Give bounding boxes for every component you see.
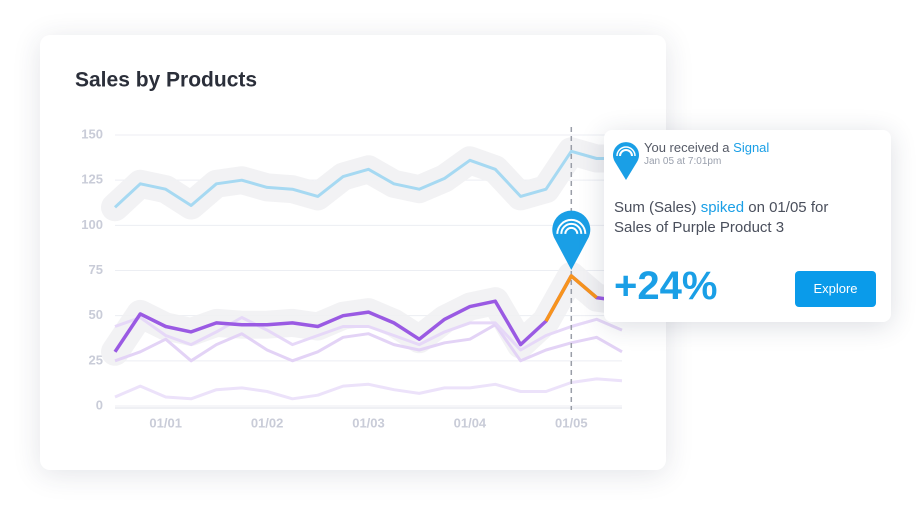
x-tick-label: 01/01 [149,415,182,430]
x-tick-label: 01/05 [555,415,588,430]
signal-message: Sum (Sales) spiked on 01/05 for Sales of … [614,198,884,238]
verb: spiked [700,199,745,216]
line-end: for [810,199,829,216]
pin-body [552,210,591,270]
series-line [113,149,622,209]
y-tick-label: 50 [89,307,103,322]
y-tick-label: 100 [81,217,103,232]
y-tick-label: 75 [89,262,103,277]
signal-header: You received a Signal [644,140,769,155]
signal-pin [552,210,591,270]
pin-wave [560,222,583,235]
x-tick-label: 01/02 [251,415,284,430]
chart-card [40,35,666,470]
y-tick-label: 0 [96,397,103,412]
signal-card: You received a Signal Jan 05 at 7:01pm S… [604,130,891,322]
x-tick-label: 01/04 [454,415,487,430]
range-band [101,137,636,222]
signal-icon [613,142,639,180]
header-text: You received a [644,140,730,155]
series-line [114,323,623,363]
chart-title: Sales by Products [75,69,257,92]
spike-highlight [544,274,598,322]
pin-wave [564,226,579,235]
signal-time: Jan 05 at 7:01pm [644,156,722,167]
series-line [113,274,623,353]
y-tick-label: 150 [81,126,103,141]
metric: Sum (Sales) [614,199,697,216]
subject: Sales of Purple Product 3 [614,219,785,236]
series-line [114,377,623,401]
date: 01/05 [769,199,807,216]
explore-button[interactable]: Explore [795,271,876,307]
change: +24% [614,264,718,308]
y-tick-label: 125 [81,172,103,187]
preposition: on [748,199,765,216]
y-tick-label: 25 [89,352,103,367]
series-line [114,316,623,352]
pin-wave [556,218,587,234]
signal-link[interactable]: Signal [733,140,770,155]
x-tick-label: 01/03 [352,415,385,430]
